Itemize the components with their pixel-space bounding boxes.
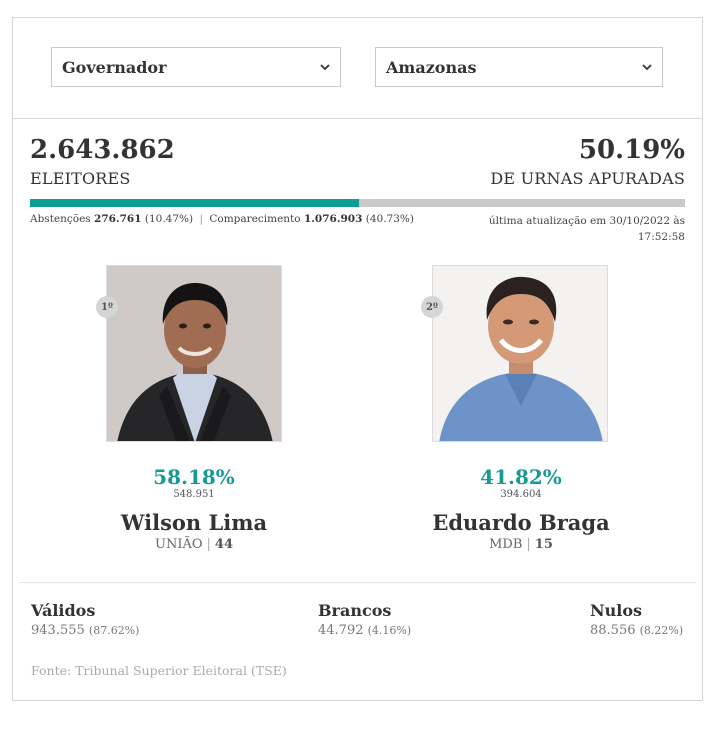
null-votes-stat: Nulos 88.556 (8.22%) [590,601,683,638]
valid-votes-label: Válidos [31,601,96,620]
null-votes-label: Nulos [590,601,643,620]
valid-votes-value: 943.555 (87.62%) [31,623,139,638]
blank-votes-count: 44.792 [318,623,364,638]
separator: | [199,213,204,225]
abstention-percent: (10.47%) [144,213,194,225]
candidate-photo [432,265,608,442]
candidate-number: 15 [534,537,553,552]
last-updated: última atualização em 30/10/2022 às 17:5… [465,213,685,245]
counted-label: DE URNAS APURADAS [490,169,685,188]
valid-votes-stat: Válidos 943.555 (87.62%) [31,601,139,638]
candidate-percent: 58.18% [153,465,235,489]
candidate-name: Eduardo Braga [432,510,610,535]
rank-badge: 2º [421,296,443,318]
candidate-party: MDB | 15 [406,537,636,552]
separator: | [526,537,531,552]
candidate-votes: 394.604 [500,489,542,500]
turnout-percent: (40.73%) [365,213,414,225]
abstention-value: 276.761 [94,213,142,225]
turnout-line: Abstenções 276.761 (10.47%) | Comparecim… [30,213,414,225]
voters-label: ELEITORES [30,169,131,188]
candidate-votes: 548.951 [173,489,215,500]
party-name: MDB [489,537,523,552]
turnout-value: 1.076.903 [303,213,363,225]
rank-badge: 1º [96,296,118,318]
null-votes-value: 88.556 (8.22%) [590,623,683,638]
filter-bar: Governador Amazonas [13,18,702,119]
last-updated-date: última atualização em 30/10/2022 às [488,215,685,227]
blank-votes-label: Brancos [318,601,392,620]
voters-count: 2.643.862 [30,135,175,165]
candidate-percent: 41.82% [480,465,562,489]
valid-votes-count: 943.555 [31,623,85,638]
separator: | [206,537,211,552]
party-name: UNIÃO [155,537,203,552]
abstention-label: Abstenções [30,213,91,225]
candidate-number: 44 [214,537,233,552]
blank-votes-stat: Brancos 44.792 (4.16%) [318,601,411,638]
election-results-card: Governador Amazonas 2.643.862 ELEITORES … [12,17,703,701]
chevron-down-icon [310,63,340,71]
candidate-photo [106,265,282,442]
blank-votes-percent: (4.16%) [367,624,412,637]
state-select[interactable]: Amazonas [375,47,663,87]
candidate-name: Wilson Lima [120,510,268,535]
blank-votes-value: 44.792 (4.16%) [318,623,411,638]
counting-progress-bar [30,199,685,207]
turnout-label: Comparecimento [209,213,301,225]
last-updated-time: 17:52:58 [637,231,685,243]
counting-progress-fill [30,199,359,207]
counted-percent: 50.19% [578,135,685,165]
candidate-party: UNIÃO | 44 [79,537,309,552]
null-votes-count: 88.556 [590,623,636,638]
divider [19,582,696,583]
data-source: Fonte: Tribunal Superior Eleitoral (TSE) [31,663,287,678]
chevron-down-icon [632,63,662,71]
office-select[interactable]: Governador [51,47,341,87]
state-select-value: Amazonas [386,57,477,77]
office-select-value: Governador [62,57,167,77]
null-votes-percent: (8.22%) [639,624,684,637]
valid-votes-percent: (87.62%) [88,624,140,637]
